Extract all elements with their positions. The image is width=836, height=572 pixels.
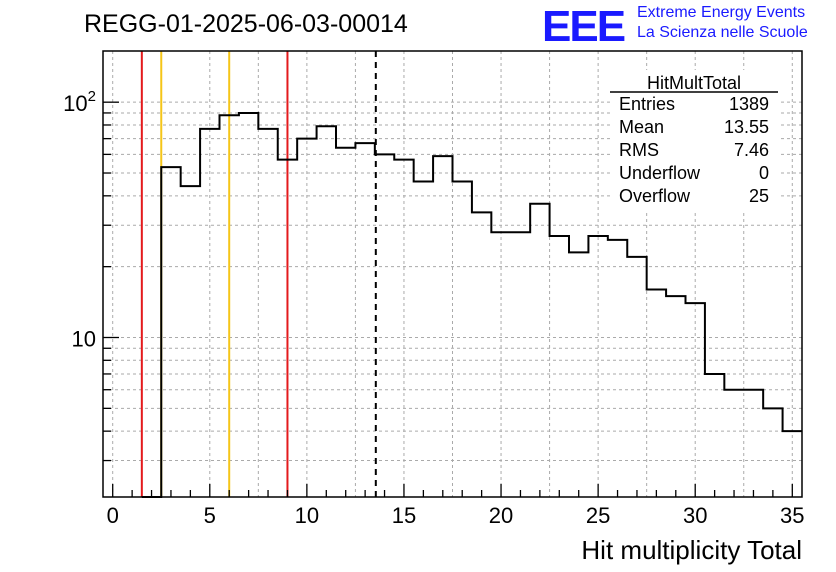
stats-label-mean: Mean [619,117,664,137]
axes [102,50,803,498]
x-tick-label: 10 [295,503,319,528]
y-tick-label: 102 [63,88,96,116]
x-tick-label: 15 [392,503,416,528]
stats-label-underflow: Underflow [619,163,701,183]
stats-value-entries: 1389 [729,94,769,114]
eee-logo: EEE [542,2,626,51]
logo-tagline-1: Extreme Energy Events [637,4,806,21]
x-tick-label: 0 [107,503,119,528]
stats-value-rms: 7.46 [734,140,769,160]
x-tick-label: 35 [780,503,804,528]
stats-label-rms: RMS [619,140,659,160]
x-axis-label: Hit multiplicity Total [581,535,802,565]
stats-value-overflow: 25 [749,186,769,206]
chart-title: REGG-01-2025-06-03-00014 [84,10,408,38]
logo-tagline-2: La Scienza nelle Scuole [637,24,808,41]
stats-box-background [610,70,778,212]
stats-value-mean: 13.55 [724,117,769,137]
y-tick-label: 10 [72,327,96,352]
histogram-line [141,111,802,498]
stats-label-entries: Entries [619,94,675,114]
plot-frame [102,50,803,498]
stats-box: HitMultTotal Entries 1389 Mean 13.55 RMS… [610,70,778,212]
tick-labels: 0 5 10 15 20 25 30 35 10 102 [63,88,804,528]
x-tick-label: 25 [586,503,610,528]
x-tick-label: 30 [683,503,707,528]
stats-label-overflow: Overflow [619,186,691,206]
stats-value-underflow: 0 [759,163,769,183]
stats-title: HitMultTotal [647,73,741,93]
x-tick-label: 20 [489,503,513,528]
x-tick-label: 5 [204,503,216,528]
